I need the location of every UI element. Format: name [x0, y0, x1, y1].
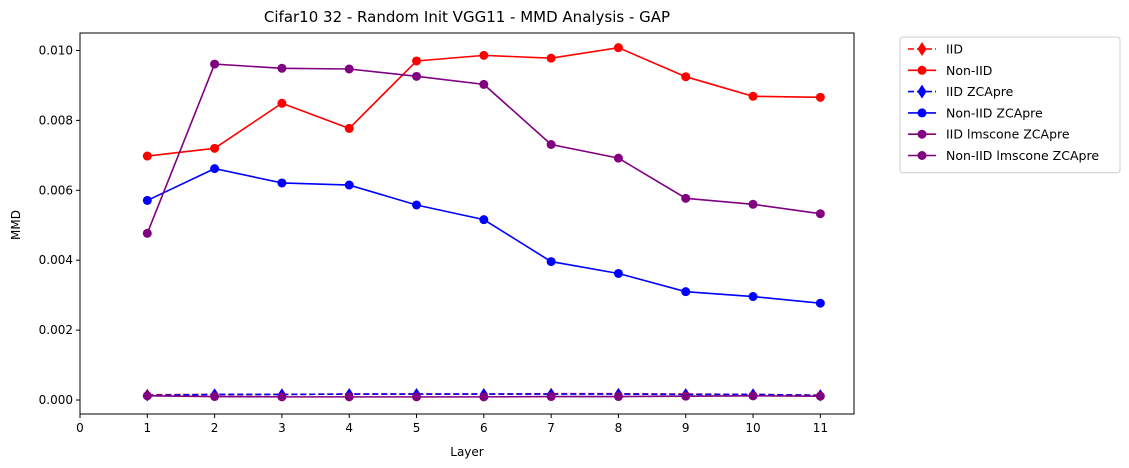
chart-title: Cifar10 32 - Random Init VGG11 - MMD Ana…: [264, 8, 670, 26]
data-point: [344, 180, 354, 190]
legend-marker: [917, 42, 927, 56]
series-non-iid: [142, 43, 825, 161]
legend-marker: [917, 84, 927, 99]
x-tick-label: 2: [211, 421, 219, 435]
data-point: [142, 151, 152, 161]
axes-frame: [79, 32, 855, 415]
series-non-iid-lmscone-zcapre: [142, 59, 825, 238]
data-point: [748, 292, 758, 302]
y-tick-label: 0.010: [39, 43, 73, 57]
data-point: [546, 392, 556, 402]
y-axis-label: MMD: [9, 210, 23, 240]
data-point: [412, 200, 422, 210]
x-tick-label: 0: [76, 421, 84, 435]
series-non-iid-zcapre: [142, 164, 825, 308]
legend-marker: [917, 65, 927, 75]
x-tick-label: 1: [143, 421, 151, 435]
data-point: [344, 392, 354, 402]
data-point: [681, 193, 691, 203]
data-point: [412, 392, 422, 402]
data-point: [546, 53, 556, 63]
series-line: [147, 46, 821, 157]
series-line: [146, 63, 821, 234]
legend-label: IID: [946, 42, 963, 57]
data-point: [815, 391, 825, 401]
data-point: [748, 391, 758, 401]
legend-box: [899, 36, 1121, 174]
x-tick-label: 10: [745, 421, 760, 435]
plot-area: 0 1 2 3 4 5 6 7 8 9 10 11 0.000 0.002 0.004 0.006 0.008 0…: [39, 32, 855, 435]
legend-label: Non-IID: [946, 63, 992, 78]
y-tick-label: 0.002: [39, 323, 73, 337]
data-point: [613, 392, 623, 402]
data-point: [412, 71, 422, 81]
data-point: [546, 257, 556, 267]
data-point: [815, 92, 825, 102]
data-point: [344, 123, 354, 133]
data-point: [681, 287, 691, 297]
legend: IID Non-IID IID ZCApre Non-IID ZCApre IID lm…: [899, 36, 1121, 174]
legend-label: IID ZCApre: [946, 84, 1014, 99]
data-point: [412, 56, 422, 66]
legend-marker: [917, 129, 927, 139]
data-point: [277, 178, 287, 188]
data-point: [546, 140, 556, 150]
data-point: [815, 209, 825, 219]
y-tick-label: 0.000: [39, 393, 73, 407]
data-point: [277, 98, 287, 108]
x-tick-label: 8: [615, 421, 623, 435]
x-tick-label: 5: [413, 421, 421, 435]
series-iid-lmscone-zcapre: [142, 391, 825, 402]
x-tick-label: 3: [278, 421, 286, 435]
legend-label: IID lmscone ZCApre: [946, 127, 1070, 142]
data-point: [479, 79, 489, 89]
data-point: [748, 91, 758, 101]
legend-label: Non-IID lmscone ZCApre: [946, 148, 1099, 163]
y-tick-label: 0.006: [39, 183, 73, 197]
y-tick-label: 0.008: [39, 113, 73, 127]
series-line: [146, 167, 821, 304]
data-point: [344, 64, 354, 74]
y-tick-label: 0.004: [39, 253, 73, 267]
data-point: [815, 298, 825, 308]
legend-marker: [917, 108, 927, 118]
data-point: [613, 153, 623, 163]
data-point: [142, 195, 152, 205]
data-point: [613, 43, 623, 53]
data-point: [210, 143, 220, 153]
data-point: [277, 392, 287, 402]
data-point: [210, 164, 220, 174]
data-point: [142, 391, 152, 401]
data-point: [210, 59, 220, 69]
x-axis-label: Layer: [450, 445, 484, 459]
x-tick-label: 7: [547, 421, 555, 435]
data-point: [479, 392, 489, 402]
x-tick-label: 6: [480, 421, 488, 435]
data-point: [277, 63, 287, 73]
data-point: [613, 268, 623, 278]
legend-marker: [917, 151, 927, 160]
legend-label: Non-IID ZCApre: [946, 105, 1043, 120]
x-tick-label: 11: [813, 421, 828, 435]
x-tick-label: 4: [345, 421, 353, 435]
data-point: [681, 72, 691, 82]
data-point: [142, 228, 152, 238]
x-tick-label: 9: [682, 421, 690, 435]
data-point: [210, 392, 220, 402]
data-point: [479, 215, 489, 225]
data-point: [748, 199, 758, 209]
data-point: [681, 391, 691, 401]
data-point: [479, 50, 489, 60]
